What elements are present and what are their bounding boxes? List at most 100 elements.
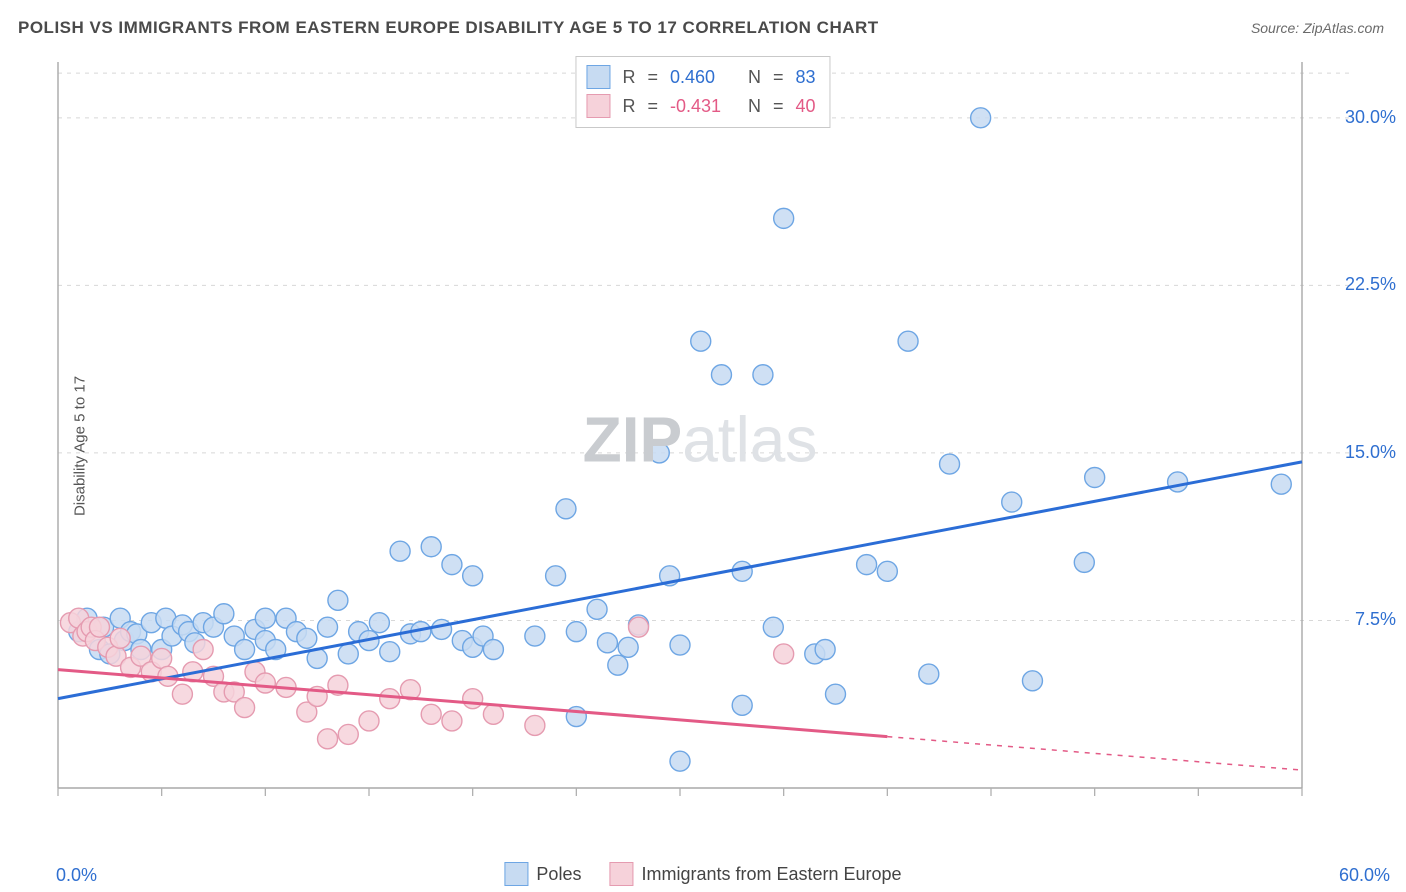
- trend-line-ext-immigrants: [887, 737, 1302, 771]
- y-tick-label: 15.0%: [1345, 442, 1396, 463]
- data-point-poles: [214, 604, 234, 624]
- data-point-immigrants: [629, 617, 649, 637]
- y-tick-label: 7.5%: [1355, 609, 1396, 630]
- chart-title: POLISH VS IMMIGRANTS FROM EASTERN EUROPE…: [18, 18, 879, 38]
- data-point-poles: [940, 454, 960, 474]
- data-point-poles: [587, 599, 607, 619]
- data-point-poles: [732, 561, 752, 581]
- data-point-poles: [670, 635, 690, 655]
- x-axis-max-label: 60.0%: [1339, 865, 1390, 886]
- stats-row-poles: R = 0.460 N = 83: [586, 63, 815, 92]
- data-point-poles: [670, 751, 690, 771]
- data-point-poles: [1022, 671, 1042, 691]
- data-point-immigrants: [172, 684, 192, 704]
- data-point-poles: [442, 555, 462, 575]
- stats-row-immigrants: R = -0.431 N = 40: [586, 92, 815, 121]
- data-point-poles: [898, 331, 918, 351]
- data-point-poles: [608, 655, 628, 675]
- legend-label-poles: Poles: [536, 864, 581, 885]
- data-point-immigrants: [442, 711, 462, 731]
- legend-item-immigrants: Immigrants from Eastern Europe: [609, 862, 901, 886]
- stat-n-label: N: [748, 92, 761, 121]
- stat-r-label: R: [622, 63, 635, 92]
- data-point-poles: [815, 640, 835, 660]
- data-point-poles: [255, 608, 275, 628]
- data-point-immigrants: [525, 715, 545, 735]
- data-point-poles: [711, 365, 731, 385]
- data-point-poles: [380, 642, 400, 662]
- legend-swatch-poles: [504, 862, 528, 886]
- data-point-immigrants: [235, 698, 255, 718]
- data-point-poles: [1002, 492, 1022, 512]
- data-point-poles: [597, 633, 617, 653]
- data-point-poles: [774, 208, 794, 228]
- data-point-immigrants: [255, 673, 275, 693]
- data-point-poles: [556, 499, 576, 519]
- stat-n-value-poles: 83: [796, 63, 816, 92]
- data-point-immigrants: [483, 704, 503, 724]
- data-point-poles: [566, 622, 586, 642]
- data-point-poles: [1085, 467, 1105, 487]
- data-point-immigrants: [338, 724, 358, 744]
- data-point-poles: [421, 537, 441, 557]
- data-point-poles: [1271, 474, 1291, 494]
- source-attribution: Source: ZipAtlas.com: [1251, 20, 1384, 36]
- data-point-poles: [483, 640, 503, 660]
- legend-swatch-immigrants: [609, 862, 633, 886]
- data-point-immigrants: [421, 704, 441, 724]
- stat-n-label: N: [748, 63, 761, 92]
- correlation-stats-box: R = 0.460 N = 83 R = -0.431 N = 40: [575, 56, 830, 128]
- stat-eq: =: [773, 92, 784, 121]
- data-point-poles: [618, 637, 638, 657]
- swatch-immigrants: [586, 94, 610, 118]
- data-point-poles: [691, 331, 711, 351]
- data-point-poles: [857, 555, 877, 575]
- data-point-poles: [369, 613, 389, 633]
- data-point-poles: [235, 640, 255, 660]
- data-point-poles: [546, 566, 566, 586]
- legend-item-poles: Poles: [504, 862, 581, 886]
- stat-eq: =: [773, 63, 784, 92]
- scatter-chart: [50, 54, 1350, 832]
- data-point-poles: [753, 365, 773, 385]
- stat-eq: =: [647, 92, 658, 121]
- data-point-immigrants: [380, 689, 400, 709]
- legend-label-immigrants: Immigrants from Eastern Europe: [641, 864, 901, 885]
- data-point-poles: [328, 590, 348, 610]
- data-point-poles: [971, 108, 991, 128]
- data-point-immigrants: [89, 617, 109, 637]
- stat-eq: =: [647, 63, 658, 92]
- y-tick-label: 22.5%: [1345, 274, 1396, 295]
- data-point-poles: [1168, 472, 1188, 492]
- data-point-immigrants: [774, 644, 794, 664]
- data-point-poles: [732, 695, 752, 715]
- data-point-poles: [463, 566, 483, 586]
- data-point-poles: [826, 684, 846, 704]
- source-prefix: Source:: [1251, 20, 1303, 36]
- plot-area: ZIPatlas: [50, 54, 1350, 832]
- data-point-immigrants: [359, 711, 379, 731]
- stat-r-value-immigrants: -0.431: [670, 92, 736, 121]
- data-point-immigrants: [152, 648, 172, 668]
- data-point-immigrants: [463, 689, 483, 709]
- data-point-poles: [763, 617, 783, 637]
- data-point-poles: [919, 664, 939, 684]
- series-legend: Poles Immigrants from Eastern Europe: [504, 862, 901, 886]
- data-point-poles: [338, 644, 358, 664]
- trend-line-poles: [58, 462, 1302, 699]
- data-point-poles: [432, 619, 452, 639]
- y-tick-label: 30.0%: [1345, 107, 1396, 128]
- data-point-poles: [877, 561, 897, 581]
- swatch-poles: [586, 65, 610, 89]
- data-point-poles: [649, 443, 669, 463]
- stat-r-label: R: [622, 92, 635, 121]
- data-point-poles: [1074, 552, 1094, 572]
- data-point-immigrants: [318, 729, 338, 749]
- data-point-immigrants: [193, 640, 213, 660]
- data-point-poles: [318, 617, 338, 637]
- stat-r-value-poles: 0.460: [670, 63, 736, 92]
- x-axis-min-label: 0.0%: [56, 865, 97, 886]
- data-point-immigrants: [110, 628, 130, 648]
- data-point-poles: [390, 541, 410, 561]
- data-point-poles: [297, 628, 317, 648]
